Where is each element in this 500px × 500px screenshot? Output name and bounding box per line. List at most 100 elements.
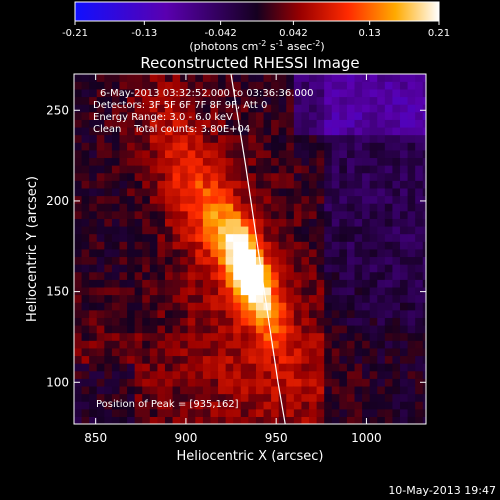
heatmap-cell xyxy=(286,294,295,303)
heatmap-cell xyxy=(354,81,363,90)
heatmap-cell xyxy=(187,74,196,82)
heatmap-cell xyxy=(134,149,143,159)
heatmap-cell xyxy=(255,218,265,227)
heatmap-cell xyxy=(346,401,356,410)
heatmap-cell xyxy=(354,271,363,280)
heatmap-cell xyxy=(218,317,227,326)
heatmap-cell xyxy=(324,385,333,395)
heatmap-cell xyxy=(89,370,98,379)
heatmap-cell xyxy=(377,180,386,189)
heatmap-cell xyxy=(81,88,90,98)
heatmap-cell xyxy=(362,172,371,181)
heatmap-cell xyxy=(134,370,143,379)
heatmap-cell xyxy=(111,332,121,341)
heatmap-cell xyxy=(331,195,340,204)
heatmap-cell xyxy=(127,218,136,227)
heatmap-cell xyxy=(74,355,83,364)
heatmap-cell xyxy=(407,165,416,174)
heatmap-cell xyxy=(157,134,166,143)
heatmap-cell xyxy=(240,385,249,395)
heatmap-cell xyxy=(111,347,121,357)
heatmap-cell xyxy=(362,180,371,189)
heatmap-cell xyxy=(369,218,378,227)
heatmap-cell xyxy=(362,225,371,235)
heatmap-cell xyxy=(119,302,128,311)
heatmap-cell xyxy=(202,264,212,273)
heatmap-cell xyxy=(293,172,303,181)
heatmap-cell xyxy=(89,317,98,326)
heatmap-cell xyxy=(225,408,234,417)
heatmap-cell xyxy=(180,408,189,417)
heatmap-cell xyxy=(278,119,287,128)
heatmap-cell xyxy=(301,256,310,265)
heatmap-cell xyxy=(89,203,98,212)
heatmap-cell xyxy=(202,279,212,288)
heatmap-cell xyxy=(286,271,295,280)
heatmap-cell xyxy=(210,264,219,273)
heatmap-cell xyxy=(233,165,242,174)
heatmap-cell xyxy=(400,165,409,174)
heatmap-cell xyxy=(89,172,98,181)
heatmap-cell xyxy=(180,332,189,341)
heatmap-cell xyxy=(195,393,204,402)
heatmap-cell xyxy=(255,294,265,303)
heatmap-cell xyxy=(263,119,272,128)
heatmap-cell xyxy=(316,96,325,105)
heatmap-cell xyxy=(392,408,401,417)
heatmap-cell xyxy=(271,233,280,242)
heatmap-cell xyxy=(407,408,416,417)
heatmap-cell xyxy=(309,408,318,417)
heatmap-cell xyxy=(346,393,356,402)
heatmap-cell xyxy=(233,81,242,90)
heatmap-cell xyxy=(286,172,295,181)
heatmap-cell xyxy=(248,408,257,417)
heatmap-cell xyxy=(309,111,318,120)
heatmap-cell xyxy=(293,378,303,387)
heatmap-cell xyxy=(384,271,394,280)
heatmap-cell xyxy=(225,111,234,120)
heatmap-cell xyxy=(392,309,401,318)
heatmap-cell xyxy=(331,126,340,136)
heatmap-cell xyxy=(172,317,181,326)
heatmap-cell xyxy=(346,119,356,128)
heatmap-cell xyxy=(187,256,196,265)
heatmap-cell xyxy=(415,187,424,197)
heatmap-cell xyxy=(271,172,280,181)
heatmap-cell xyxy=(164,309,174,318)
heatmap-cell xyxy=(346,378,356,387)
heatmap-cell xyxy=(104,324,113,334)
heatmap-cell xyxy=(271,355,280,364)
heatmap-cell xyxy=(233,180,242,189)
heatmap-cell xyxy=(81,332,90,341)
heatmap-cell xyxy=(331,363,340,372)
heatmap-cell xyxy=(119,74,128,82)
heatmap-cell xyxy=(422,393,426,402)
heatmap-cell xyxy=(225,324,234,334)
heatmap-cell xyxy=(271,340,280,349)
heatmap-cell xyxy=(111,111,121,120)
heatmap-cell xyxy=(301,385,310,395)
heatmap-cell xyxy=(255,81,265,90)
heatmap-cell xyxy=(301,210,310,219)
heatmap-cell xyxy=(149,195,158,204)
heatmap-cell xyxy=(96,225,105,235)
heatmap-cell xyxy=(202,332,212,341)
heatmap-cell xyxy=(369,210,378,219)
heatmap-cell xyxy=(127,393,136,402)
heatmap-cell xyxy=(301,203,310,212)
heatmap-cell xyxy=(271,241,280,250)
heatmap-cell xyxy=(392,340,401,349)
heatmap-cell xyxy=(255,302,265,311)
heatmap-cell xyxy=(271,195,280,204)
heatmap-cell xyxy=(164,347,174,357)
heatmap-cell xyxy=(309,210,318,219)
heatmap-cell xyxy=(164,279,174,288)
heatmap-cell xyxy=(377,111,386,120)
heatmap-cell xyxy=(81,203,90,212)
heatmap-cell xyxy=(316,302,325,311)
heatmap-cell xyxy=(149,286,158,296)
heatmap-cell xyxy=(415,142,424,151)
heatmap-cell xyxy=(263,370,272,379)
heatmap-cell xyxy=(210,416,219,424)
heatmap-cell xyxy=(149,126,158,136)
